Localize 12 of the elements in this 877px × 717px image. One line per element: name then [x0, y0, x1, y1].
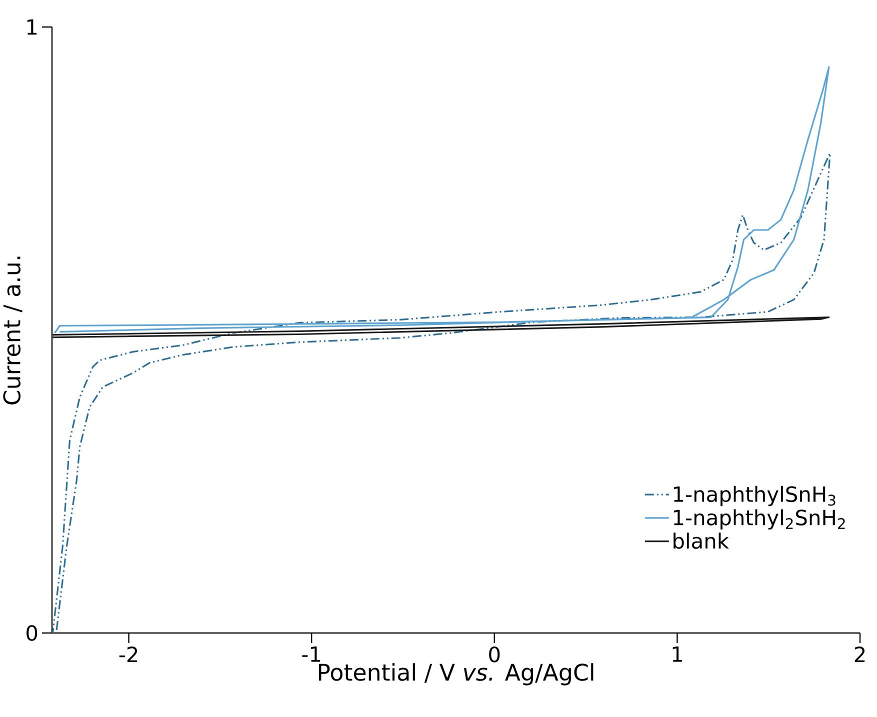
- legend-label: 1-naphthylSnH$_{3}$: [674, 486, 836, 506]
- y-axis-title: Current / a.u.: [3, 256, 22, 404]
- x-tick-label: -1: [302, 646, 320, 662]
- x-tick-label: 1: [672, 646, 682, 662]
- x-tick-label: 0: [489, 646, 500, 662]
- line-series: [54, 66, 830, 334]
- x-axis-title: Potential / V vs. Ag/AgCl: [318, 663, 594, 686]
- x-tick-label: 2: [854, 646, 865, 662]
- legend-label: 1-naphthyl$_{2}$SnH$_{2}$: [674, 509, 845, 530]
- x-tick-label: -2: [119, 646, 138, 662]
- legend-label: blank: [674, 532, 729, 549]
- line-series: [52, 316, 830, 338]
